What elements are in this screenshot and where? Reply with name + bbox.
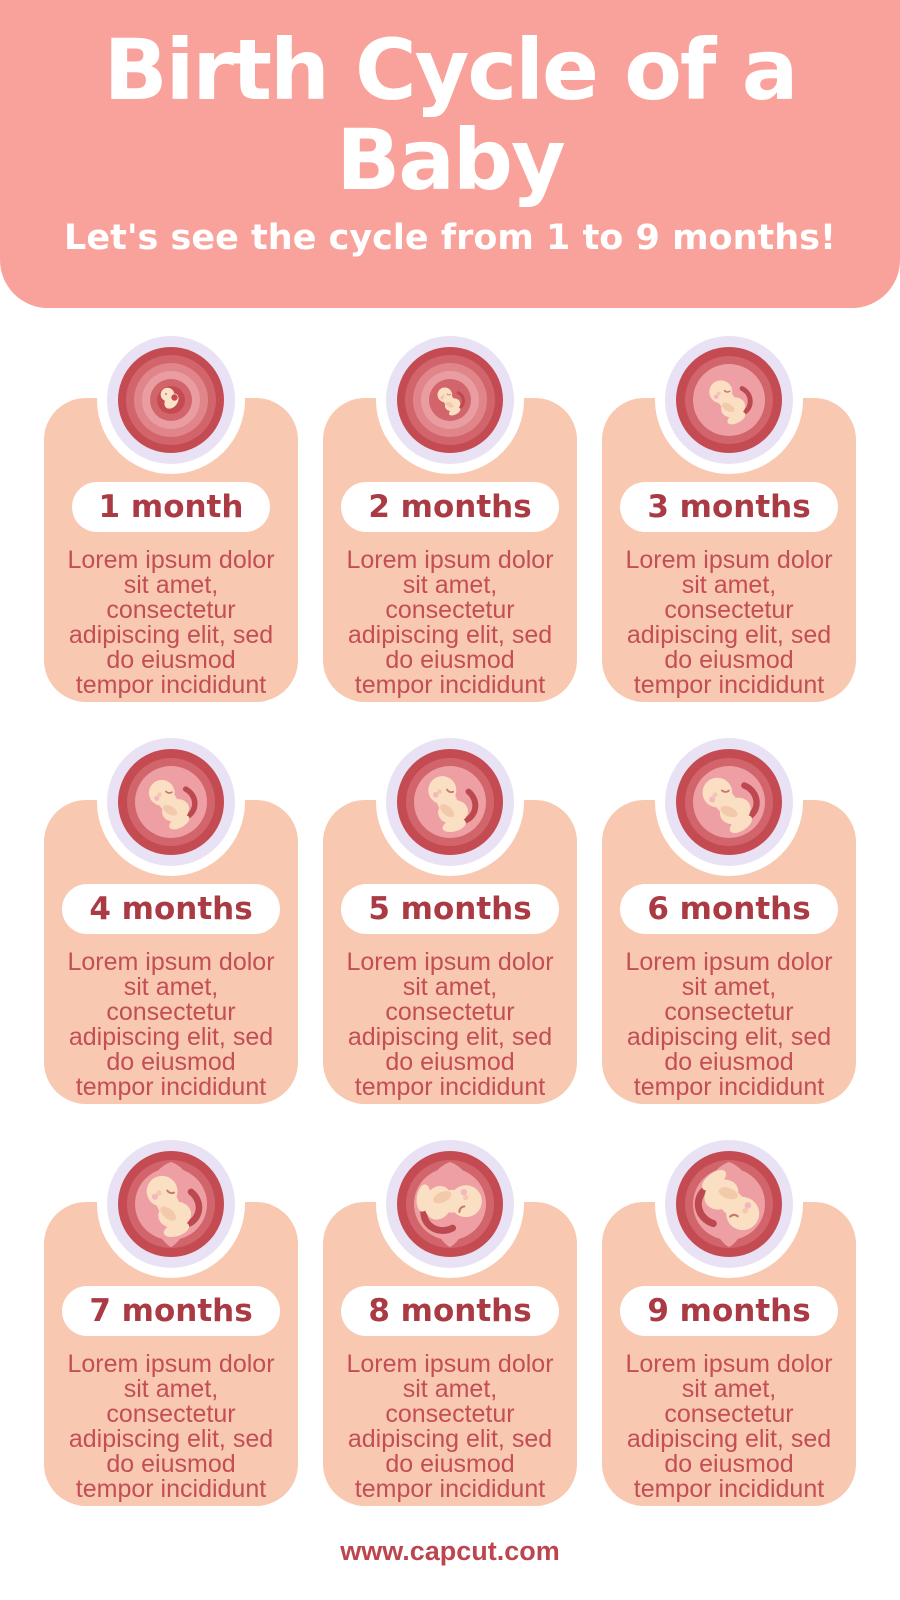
month-badge-label: 4 months bbox=[89, 891, 253, 927]
page-title: Birth Cycle of a Baby bbox=[103, 21, 799, 209]
month-description: Lorem ipsum dolor sit amet, consectetur … bbox=[346, 546, 554, 699]
month-badge-label: 2 months bbox=[368, 489, 532, 525]
infographic-page: Birth Cycle of a Baby Let's see the cycl… bbox=[0, 0, 900, 1567]
month-cell: 3 months Lorem ipsum dolor sit amet, con… bbox=[602, 326, 856, 702]
month-badge: 5 months bbox=[341, 884, 559, 934]
website-link[interactable]: www.capcut.com bbox=[340, 1536, 560, 1566]
month-badge: 1 month bbox=[71, 482, 271, 532]
fetus-month-5-icon bbox=[386, 738, 514, 866]
month-cell: 7 months Lorem ipsum dolor sit amet, con… bbox=[44, 1130, 298, 1506]
fetus-month-6-icon bbox=[665, 738, 793, 866]
month-description: Lorem ipsum dolor sit amet, consectetur … bbox=[346, 948, 554, 1101]
month-description: Lorem ipsum dolor sit amet, consectetur … bbox=[625, 1350, 833, 1503]
month-cell: 9 months Lorem ipsum dolor sit amet, con… bbox=[602, 1130, 856, 1506]
month-badge-label: 3 months bbox=[647, 489, 811, 525]
fetus-month-8-icon bbox=[386, 1140, 514, 1268]
month-badge: 6 months bbox=[620, 884, 838, 934]
month-badge-label: 7 months bbox=[89, 1293, 253, 1329]
footer: www.capcut.com bbox=[0, 1536, 900, 1567]
month-cell: 4 months Lorem ipsum dolor sit amet, con… bbox=[44, 728, 298, 1104]
month-badge: 4 months bbox=[62, 884, 280, 934]
fetus-month-1-icon bbox=[107, 336, 235, 464]
month-description: Lorem ipsum dolor sit amet, consectetur … bbox=[67, 1350, 275, 1503]
month-badge-label: 5 months bbox=[368, 891, 532, 927]
month-badge: 3 months bbox=[620, 482, 838, 532]
month-badge-label: 9 months bbox=[647, 1293, 811, 1329]
month-cell: 1 month Lorem ipsum dolor sit amet, cons… bbox=[44, 326, 298, 702]
fetus-month-9-icon bbox=[665, 1140, 793, 1268]
month-badge-label: 8 months bbox=[368, 1293, 532, 1329]
month-badge: 9 months bbox=[620, 1286, 838, 1336]
fetus-month-3-icon bbox=[665, 336, 793, 464]
fetus-month-2-icon bbox=[386, 336, 514, 464]
month-badge-label: 6 months bbox=[647, 891, 811, 927]
month-badge: 7 months bbox=[62, 1286, 280, 1336]
month-description: Lorem ipsum dolor sit amet, consectetur … bbox=[67, 546, 275, 699]
month-card: 7 months Lorem ipsum dolor sit amet, con… bbox=[44, 1130, 298, 1506]
months-grid: 1 month Lorem ipsum dolor sit amet, cons… bbox=[44, 326, 856, 1506]
month-badge: 8 months bbox=[341, 1286, 559, 1336]
month-description: Lorem ipsum dolor sit amet, consectetur … bbox=[67, 948, 275, 1101]
header-banner: Birth Cycle of a Baby Let's see the cycl… bbox=[0, 0, 900, 308]
month-cell: 2 months Lorem ipsum dolor sit amet, con… bbox=[323, 326, 577, 702]
month-description: Lorem ipsum dolor sit amet, consectetur … bbox=[625, 546, 833, 699]
month-cell: 8 months Lorem ipsum dolor sit amet, con… bbox=[323, 1130, 577, 1506]
month-badge-label: 1 month bbox=[98, 489, 244, 525]
month-description: Lorem ipsum dolor sit amet, consectetur … bbox=[346, 1350, 554, 1503]
month-description: Lorem ipsum dolor sit amet, consectetur … bbox=[625, 948, 833, 1101]
month-card: 4 months Lorem ipsum dolor sit amet, con… bbox=[44, 728, 298, 1104]
fetus-month-4-icon bbox=[107, 738, 235, 866]
month-badge: 2 months bbox=[341, 482, 559, 532]
month-cell: 6 months Lorem ipsum dolor sit amet, con… bbox=[602, 728, 856, 1104]
month-cell: 5 months Lorem ipsum dolor sit amet, con… bbox=[323, 728, 577, 1104]
page-subtitle: Let's see the cycle from 1 to 9 months! bbox=[64, 217, 836, 258]
fetus-month-7-icon bbox=[107, 1140, 235, 1268]
